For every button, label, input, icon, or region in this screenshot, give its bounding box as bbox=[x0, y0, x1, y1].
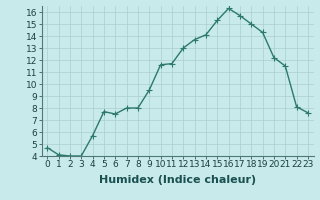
X-axis label: Humidex (Indice chaleur): Humidex (Indice chaleur) bbox=[99, 175, 256, 185]
